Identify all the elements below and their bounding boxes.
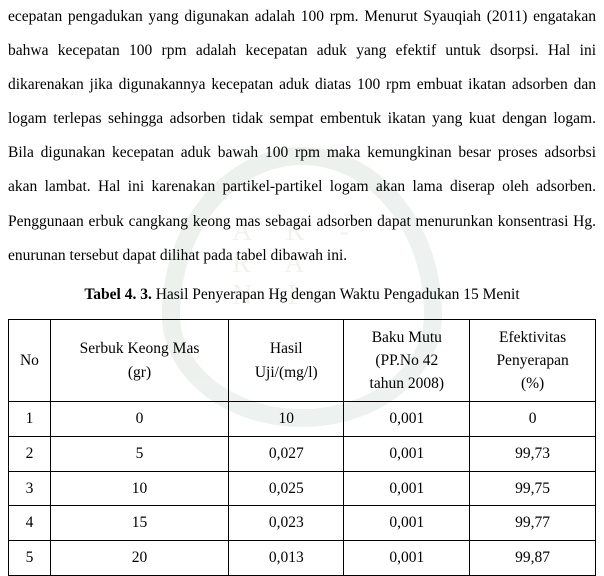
col-header-no: No: [9, 319, 51, 402]
document-content: ecepatan pengadukan yang digunakan adala…: [8, 0, 596, 576]
cell-serbuk: 10: [50, 471, 228, 506]
body-paragraph: ecepatan pengadukan yang digunakan adala…: [8, 0, 596, 273]
cell-hasil: 0,027: [229, 437, 344, 472]
cell-no: 3: [9, 471, 51, 506]
cell-serbuk: 20: [50, 541, 228, 576]
cell-efek: 99,75: [470, 471, 596, 506]
col-header-serbuk: Serbuk Keong Mas(gr): [50, 319, 228, 402]
cell-hasil: 10: [229, 402, 344, 437]
table-row: 4 15 0,023 0,001 99,77: [9, 506, 596, 541]
data-table: No Serbuk Keong Mas(gr) HasilUji/(mg/l) …: [8, 319, 596, 576]
col-header-baku: Baku Mutu(PP.No 42tahun 2008): [344, 319, 470, 402]
cell-hasil: 0,013: [229, 541, 344, 576]
cell-efek: 99,77: [470, 506, 596, 541]
cell-serbuk: 5: [50, 437, 228, 472]
cell-baku: 0,001: [344, 506, 470, 541]
cell-baku: 0,001: [344, 402, 470, 437]
cell-baku: 0,001: [344, 471, 470, 506]
cell-serbuk: 15: [50, 506, 228, 541]
cell-efek: 0: [470, 402, 596, 437]
table-row: 3 10 0,025 0,001 99,75: [9, 471, 596, 506]
cell-serbuk: 0: [50, 402, 228, 437]
cell-hasil: 0,025: [229, 471, 344, 506]
cell-hasil: 0,023: [229, 506, 344, 541]
cell-baku: 0,001: [344, 437, 470, 472]
cell-no: 4: [9, 506, 51, 541]
cell-no: 5: [9, 541, 51, 576]
cell-no: 2: [9, 437, 51, 472]
table-caption: Tabel 4. 3. Hasil Penyerapan Hg dengan W…: [8, 281, 596, 309]
col-header-efek: EfektivitasPenyerapan(%): [470, 319, 596, 402]
table-caption-text: Hasil Penyerapan Hg dengan Waktu Pengadu…: [152, 286, 520, 303]
col-header-hasil: HasilUji/(mg/l): [229, 319, 344, 402]
cell-no: 1: [9, 402, 51, 437]
cell-baku: 0,001: [344, 541, 470, 576]
table-header-row: No Serbuk Keong Mas(gr) HasilUji/(mg/l) …: [9, 319, 596, 402]
cell-efek: 99,73: [470, 437, 596, 472]
table-caption-number: Tabel 4. 3.: [84, 286, 151, 303]
table-row: 1 0 10 0,001 0: [9, 402, 596, 437]
table-row: 2 5 0,027 0,001 99,73: [9, 437, 596, 472]
table-row: 5 20 0,013 0,001 99,87: [9, 541, 596, 576]
cell-efek: 99,87: [470, 541, 596, 576]
